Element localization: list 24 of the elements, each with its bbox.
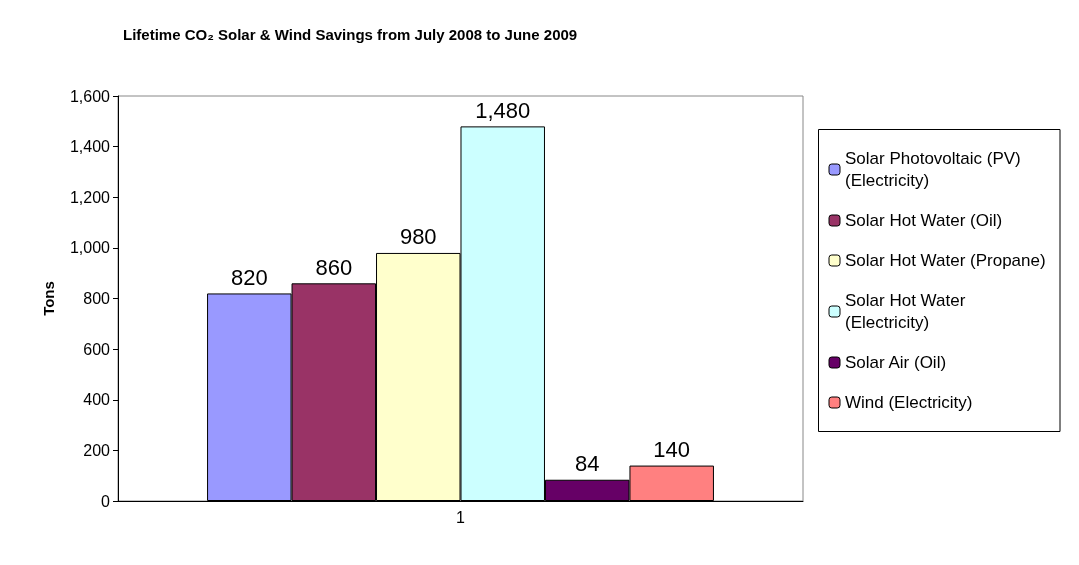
- legend-label: Solar Hot Water (Electricity): [845, 291, 971, 332]
- y-tick-label: 1,200: [69, 188, 111, 206]
- data-label: 140: [653, 437, 691, 463]
- data-label: 84: [574, 451, 600, 477]
- legend-label: Solar Hot Water (Oil): [845, 211, 1003, 230]
- chart-title: Lifetime CO₂ Solar & Wind Savings from July 2008 to June 2009: [123, 26, 578, 43]
- x-tick-label: 1: [456, 508, 466, 526]
- data-label: 860: [315, 254, 353, 280]
- data-label: 820: [230, 264, 268, 290]
- y-tick-label: 1,000: [69, 239, 111, 257]
- y-tick-label: 400: [83, 391, 111, 409]
- legend-label: Solar Hot Water (Propane): [845, 251, 1046, 270]
- y-tick-label: 800: [83, 290, 111, 307]
- y-tick-label: 600: [83, 340, 111, 358]
- y-tick-label: 0: [101, 492, 111, 510]
- legend-label: Wind (Electricity): [845, 393, 973, 412]
- data-label: 980: [399, 224, 437, 250]
- y-tick-label: 200: [83, 441, 111, 459]
- y-tick-label: 1,600: [69, 87, 111, 105]
- legend-label: Solar Air (Oil): [845, 353, 947, 372]
- data-label: 1,480: [475, 97, 531, 123]
- y-tick-label: 1,400: [69, 138, 111, 156]
- legend-label: Solar Photovoltaic (PV) (Electricity): [845, 149, 1026, 190]
- y-axis-title: Tons: [40, 281, 57, 316]
